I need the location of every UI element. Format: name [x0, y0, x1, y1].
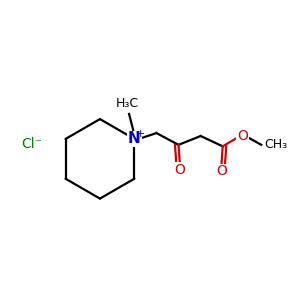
Text: N: N — [128, 131, 141, 146]
Text: H₃C: H₃C — [116, 97, 139, 110]
Text: O: O — [175, 163, 185, 177]
Text: O: O — [237, 129, 248, 143]
Text: CH₃: CH₃ — [264, 138, 287, 151]
Text: O: O — [216, 164, 227, 178]
Text: +: + — [136, 129, 146, 139]
Text: Cl⁻: Cl⁻ — [22, 137, 43, 151]
